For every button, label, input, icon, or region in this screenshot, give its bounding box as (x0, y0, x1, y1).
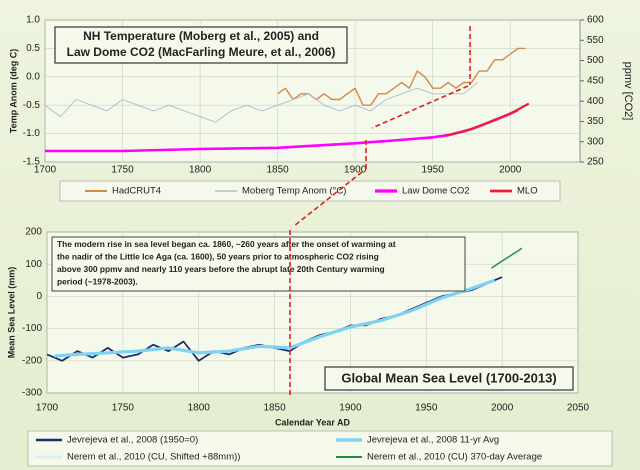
y-tick-label: 100 (25, 259, 42, 270)
annotation-text: the nadir of the Little Ice Aga (ca. 160… (57, 252, 379, 262)
y2-tick-label: 550 (587, 35, 604, 46)
x-tick-label: 1700 (36, 403, 59, 414)
x-tick-label: 2000 (499, 165, 522, 176)
chart-title: NH Temperature (Moberg et al., 2005) and (83, 29, 319, 43)
y-tick-label: -1.0 (23, 128, 41, 139)
legend-label: Jevrejeva et al., 2008 11-yr Avg (367, 435, 499, 446)
dashed-arrow (293, 171, 363, 227)
legend-label: Nerem et al., 2010 (CU) 370-day Average (367, 452, 542, 463)
y-tick-label: -100 (22, 323, 42, 334)
series-line (277, 47, 526, 106)
x-tick-label: 1800 (189, 165, 212, 176)
x-tick-label: 1850 (266, 165, 289, 176)
title-box (54, 26, 348, 64)
legend-label: MLO (517, 186, 538, 197)
legend-box (59, 180, 561, 202)
y-axis-label: Temp Anom (deg C) (8, 49, 18, 134)
x-tick-label: 2050 (567, 403, 590, 414)
legend-label: Nerem et al., 2010 (CU, Shifted +88mm)) (67, 452, 240, 463)
dashed-arrow (371, 85, 469, 129)
x-tick-label: 1750 (111, 165, 134, 176)
y2-tick-label: 400 (587, 96, 604, 107)
x-tick-label: 1800 (188, 403, 211, 414)
y-axis-label: Mean Sea Level (mm) (6, 267, 16, 359)
annotation-arrows (289, 26, 471, 395)
x-tick-label: 1900 (339, 403, 362, 414)
series-line (54, 278, 496, 358)
chart-title: Global Mean Sea Level (1700-2013) (341, 370, 556, 385)
series-line (444, 102, 530, 137)
x-tick-label: 1950 (422, 165, 445, 176)
y-tick-label: 200 (25, 227, 42, 238)
y-tick-label: -1.5 (23, 157, 41, 168)
y-tick-label: 0.5 (26, 43, 40, 54)
series-line (44, 82, 478, 123)
annotation-text: The modern rise in sea level began ca. 1… (57, 239, 396, 249)
legend-label: Moberg Temp Anom (°C) (242, 186, 346, 197)
x-tick-label: 1950 (415, 403, 438, 414)
y2-tick-label: 300 (587, 136, 604, 147)
y-tick-label: -0.5 (23, 100, 41, 111)
x-axis-label: Calendar Year AD (275, 417, 351, 427)
x-tick-label: 1750 (112, 403, 135, 414)
y-tick-label: 0 (36, 291, 42, 302)
y2-tick-label: 600 (587, 15, 604, 26)
title-box (324, 366, 574, 391)
legend-label: Jevrejeva et al., 2008 (1950=0) (67, 435, 198, 446)
charts: 1700 1750 1800 1850 1900 1950 20001.00.50.0-0.… (6, 15, 634, 467)
y2-tick-label: 350 (587, 116, 604, 127)
y2-tick-label: 450 (587, 75, 604, 86)
y2-axis-label: ppmv [CO2] (622, 62, 634, 121)
annotation-text: above 300 ppmv and nearly 110 years befo… (57, 264, 385, 274)
legend-label: HadCRUT4 (112, 186, 161, 197)
y2-tick-label: 500 (587, 55, 604, 66)
y-tick-label: 0.0 (26, 71, 40, 82)
y-tick-label: 1.0 (26, 15, 40, 26)
annotation-text: period (~1978-2003). (57, 277, 138, 287)
x-tick-label: 1700 (34, 165, 57, 176)
y-tick-label: -300 (22, 388, 42, 399)
annotation-box (51, 236, 466, 292)
legend-box (27, 430, 613, 467)
x-tick-label: 1850 (263, 403, 286, 414)
x-tick-label: 1900 (344, 165, 367, 176)
series-line (491, 247, 523, 269)
legend-label: Law Dome CO2 (402, 186, 470, 197)
y2-tick-label: 250 (587, 157, 604, 168)
x-tick-label: 2000 (491, 403, 514, 414)
y-tick-label: -200 (22, 355, 42, 366)
chart-title: Law Dome CO2 (MacFarling Meure, et al., … (67, 45, 336, 59)
